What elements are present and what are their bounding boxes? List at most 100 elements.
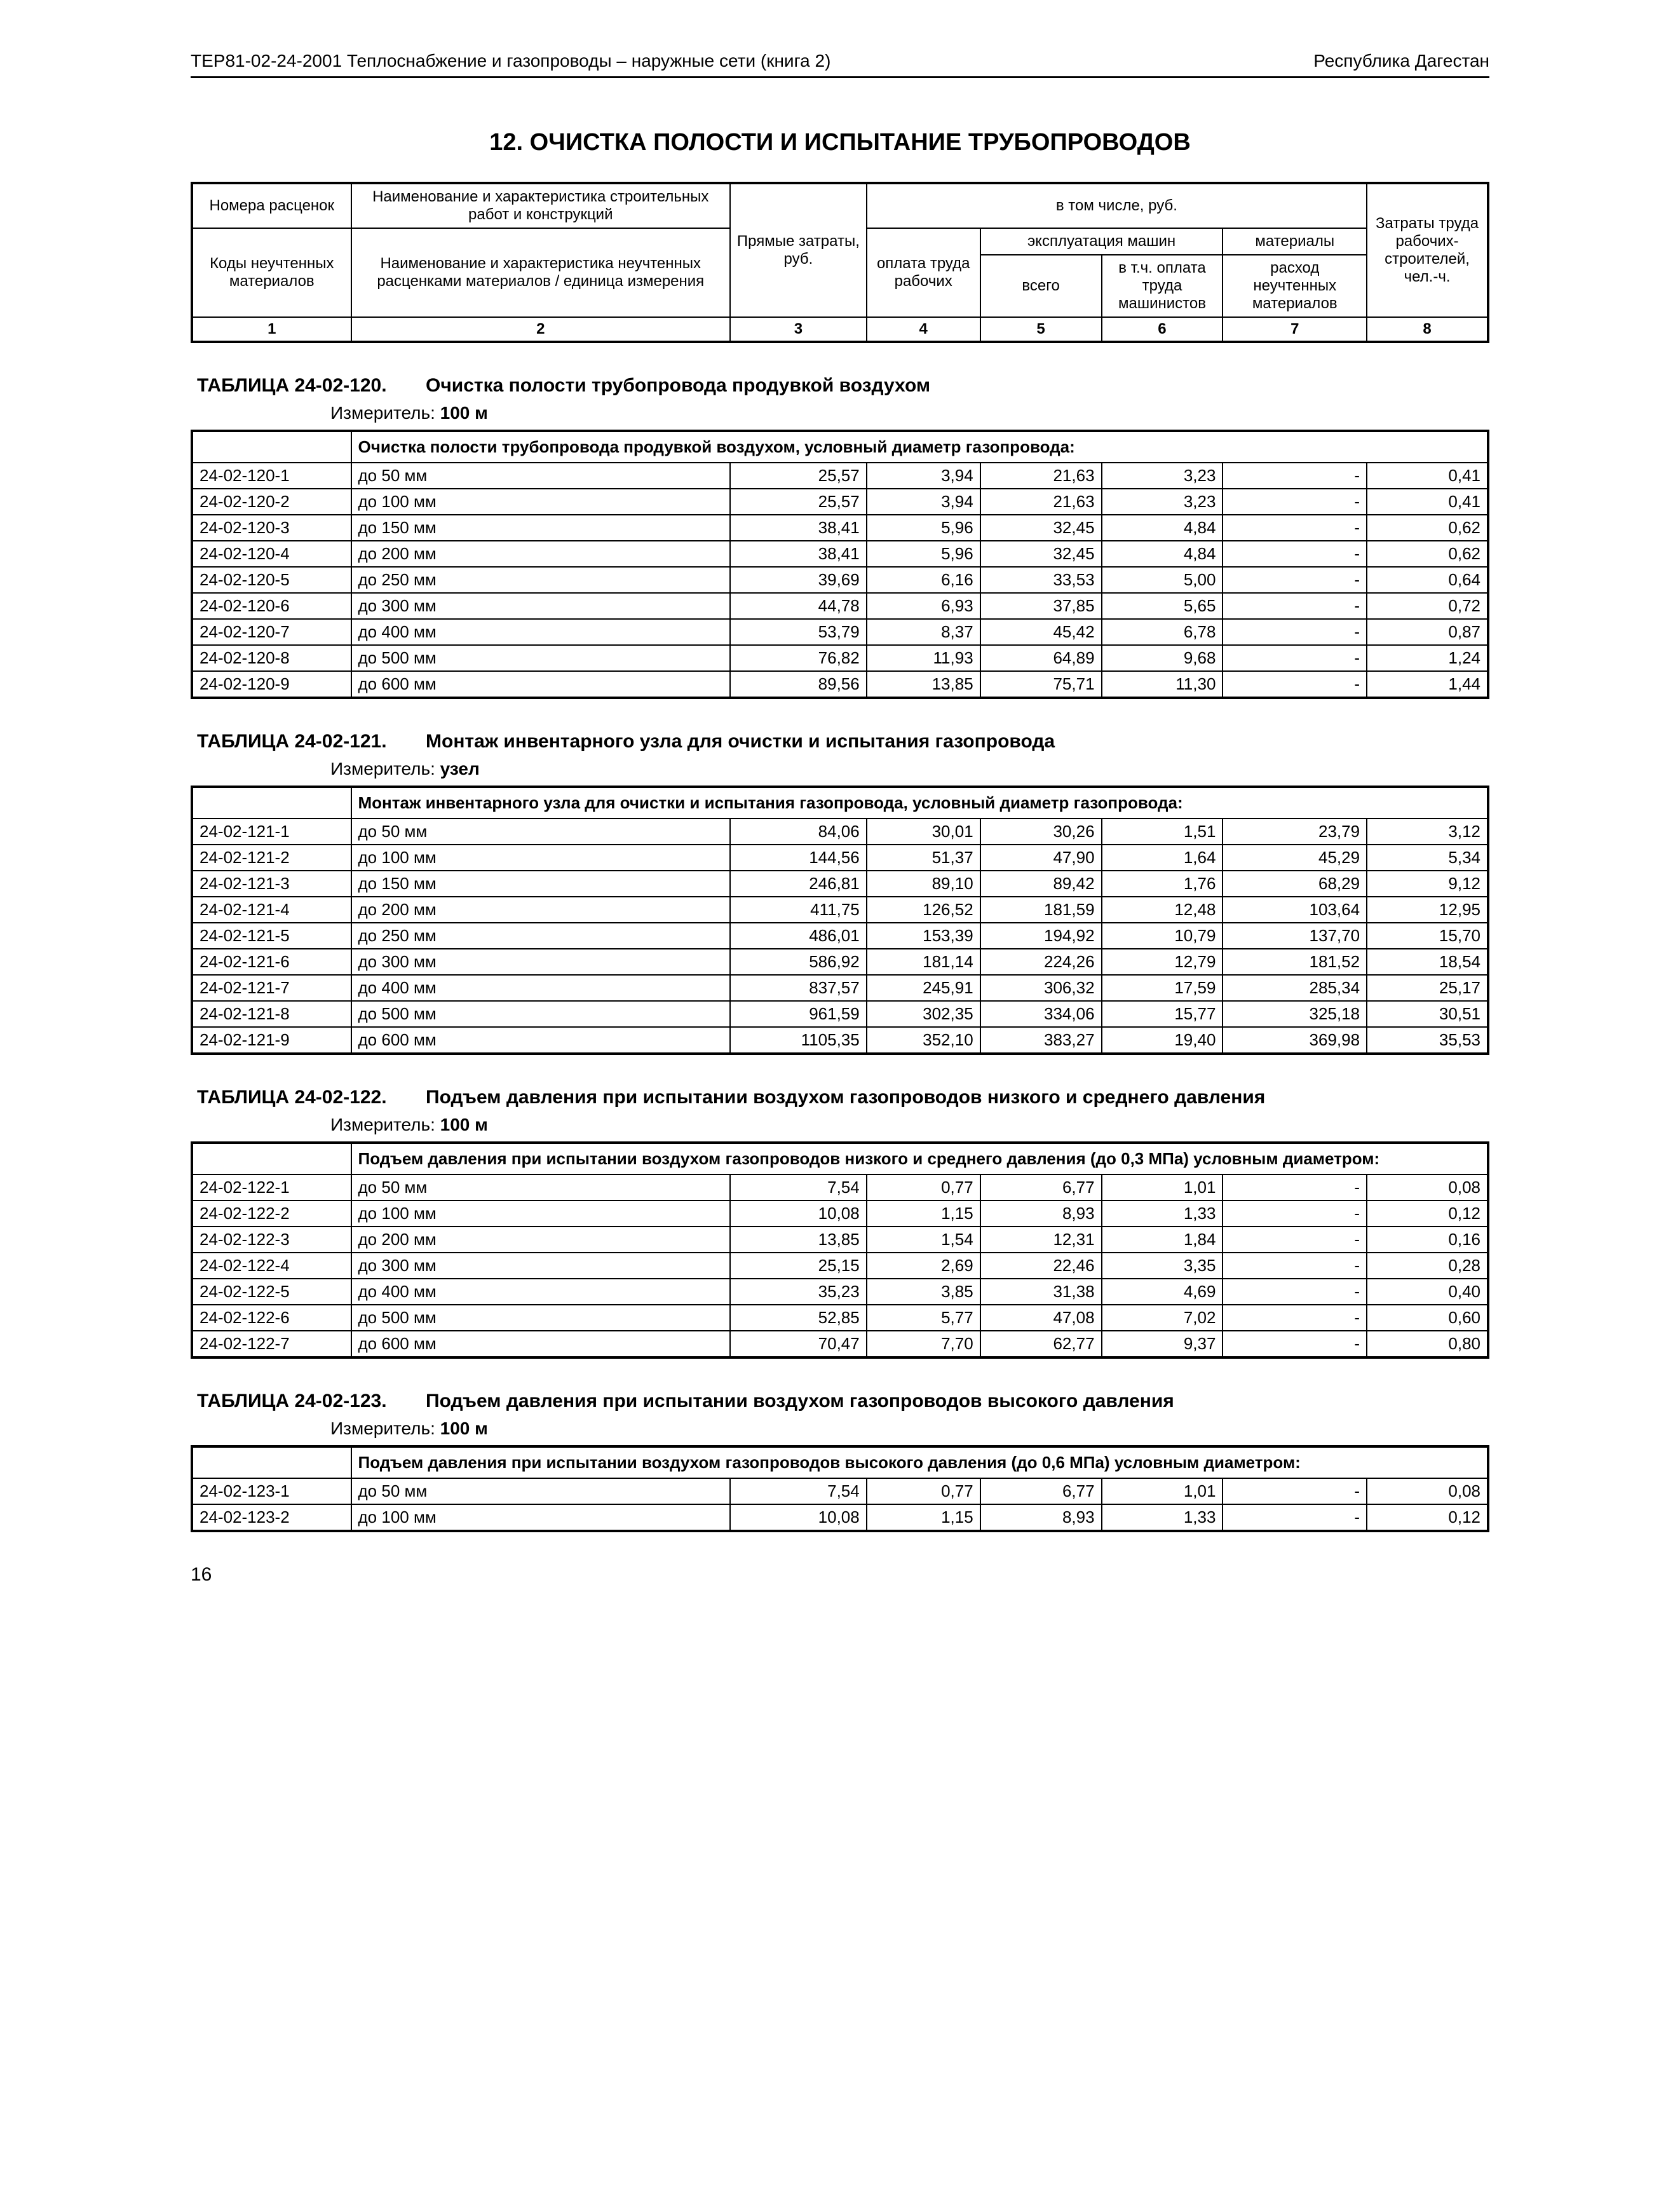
cell: 3,12: [1367, 819, 1488, 845]
cell: 15,77: [1102, 1001, 1223, 1027]
table-code: ТАБЛИЦА 24-02-122.: [197, 1087, 426, 1108]
cell: 0,62: [1367, 515, 1488, 541]
cell: 9,68: [1102, 645, 1223, 671]
cell: -: [1223, 645, 1367, 671]
cell: 24-02-122-6: [192, 1305, 351, 1331]
cell: -: [1223, 593, 1367, 619]
cell: до 200 мм: [351, 1227, 730, 1253]
cell: 24-02-122-3: [192, 1227, 351, 1253]
cell: 352,10: [867, 1027, 980, 1054]
cell: 181,14: [867, 949, 980, 975]
cell: 24-02-121-8: [192, 1001, 351, 1027]
cell: 486,01: [730, 923, 867, 949]
cell: до 50 мм: [351, 1174, 730, 1201]
measure-line: Измеритель: узел: [330, 759, 1489, 779]
group-header-text: Очистка полости трубопровода продувкой в…: [351, 431, 1488, 463]
hdr-group-vtomchisle: в том числе, руб.: [867, 183, 1367, 228]
table-row: 24-02-120-9до 600 мм89,5613,8575,7111,30…: [192, 671, 1488, 698]
cell: 334,06: [980, 1001, 1102, 1027]
cell: 5,77: [867, 1305, 980, 1331]
cell: -: [1223, 515, 1367, 541]
cell: 6,78: [1102, 619, 1223, 645]
cell: 89,10: [867, 871, 980, 897]
cell: 306,32: [980, 975, 1102, 1001]
table-row: 24-02-121-8до 500 мм961,59302,35334,0615…: [192, 1001, 1488, 1027]
cell: 10,79: [1102, 923, 1223, 949]
table-code: ТАБЛИЦА 24-02-120.: [197, 375, 426, 397]
cell: 181,52: [1223, 949, 1367, 975]
cell: 8,37: [867, 619, 980, 645]
cell: 153,39: [867, 923, 980, 949]
cell: -: [1223, 1174, 1367, 1201]
table-name: Очистка полости трубопровода продувкой в…: [426, 375, 930, 396]
hdr-desc2: Наименование и характеристика неучтенных…: [351, 228, 730, 317]
cell: 32,45: [980, 515, 1102, 541]
hdr-col2: Наименование и характеристика строительн…: [351, 183, 730, 228]
cell: до 200 мм: [351, 897, 730, 923]
cell: 1,44: [1367, 671, 1488, 698]
cell: 1,01: [1102, 1174, 1223, 1201]
hdr-machines: эксплуатация машин: [980, 228, 1223, 255]
cell: до 100 мм: [351, 489, 730, 515]
cell: 24-02-122-2: [192, 1201, 351, 1227]
cell: 24-02-122-4: [192, 1253, 351, 1279]
cell: 1,24: [1367, 645, 1488, 671]
table-code: ТАБЛИЦА 24-02-123.: [197, 1391, 426, 1412]
table-name: Подъем давления при испытании воздухом г…: [426, 1391, 1174, 1412]
cell: -: [1223, 463, 1367, 489]
cell: 586,92: [730, 949, 867, 975]
table-name: Монтаж инвентарного узла для очистки и и…: [426, 731, 1055, 752]
cell: 30,26: [980, 819, 1102, 845]
cell: 25,15: [730, 1253, 867, 1279]
cell: 126,52: [867, 897, 980, 923]
cell: 1,84: [1102, 1227, 1223, 1253]
cell: 0,40: [1367, 1279, 1488, 1305]
hdr-col7: расход неучтенных материалов: [1223, 255, 1367, 317]
cell: до 500 мм: [351, 1305, 730, 1331]
cell: 75,71: [980, 671, 1102, 698]
cell: 24-02-123-1: [192, 1478, 351, 1504]
cell: 5,96: [867, 515, 980, 541]
table-row: 24-02-120-5до 250 мм39,696,1633,535,00-0…: [192, 567, 1488, 593]
cell: до 600 мм: [351, 1331, 730, 1357]
measure-label: Измеритель:: [330, 1115, 435, 1134]
cell: 369,98: [1223, 1027, 1367, 1054]
table-row: 24-02-123-2до 100 мм10,081,158,931,33-0,…: [192, 1504, 1488, 1531]
table-row: 24-02-121-1до 50 мм84,0630,0130,261,5123…: [192, 819, 1488, 845]
cell: 84,06: [730, 819, 867, 845]
cell: 7,54: [730, 1174, 867, 1201]
table-row: 24-02-122-7до 600 мм70,477,7062,779,37-0…: [192, 1331, 1488, 1357]
cell: 5,65: [1102, 593, 1223, 619]
table-title: ТАБЛИЦА 24-02-123.Подъем давления при ис…: [191, 1391, 1489, 1412]
cell: -: [1223, 1227, 1367, 1253]
data-table: Очистка полости трубопровода продувкой в…: [191, 430, 1489, 699]
cell: до 300 мм: [351, 593, 730, 619]
idx-2: 2: [351, 317, 730, 342]
cell: 24-02-121-3: [192, 871, 351, 897]
cell: 9,12: [1367, 871, 1488, 897]
table-row: 24-02-122-5до 400 мм35,233,8531,384,69-0…: [192, 1279, 1488, 1305]
cell: -: [1223, 1201, 1367, 1227]
cell: 0,72: [1367, 593, 1488, 619]
cell: -: [1223, 489, 1367, 515]
cell: 0,87: [1367, 619, 1488, 645]
cell: 5,00: [1102, 567, 1223, 593]
table-row: 24-02-121-9до 600 мм1105,35352,10383,271…: [192, 1027, 1488, 1054]
cell: 76,82: [730, 645, 867, 671]
cell: до 250 мм: [351, 567, 730, 593]
cell: 0,16: [1367, 1227, 1488, 1253]
measure-value: 100 м: [440, 1115, 488, 1134]
measure-value: узел: [440, 759, 480, 779]
cell: 302,35: [867, 1001, 980, 1027]
cell: 961,59: [730, 1001, 867, 1027]
cell: 44,78: [730, 593, 867, 619]
group-header-empty: [192, 787, 351, 819]
hdr-col4: оплата труда рабочих: [867, 228, 980, 317]
cell: 1,15: [867, 1504, 980, 1531]
cell: до 150 мм: [351, 515, 730, 541]
group-header-row: Монтаж инвентарного узла для очистки и и…: [192, 787, 1488, 819]
cell: 0,41: [1367, 489, 1488, 515]
cell: 0,08: [1367, 1478, 1488, 1504]
table-block: ТАБЛИЦА 24-02-122.Подъем давления при ис…: [191, 1087, 1489, 1359]
cell: 245,91: [867, 975, 980, 1001]
